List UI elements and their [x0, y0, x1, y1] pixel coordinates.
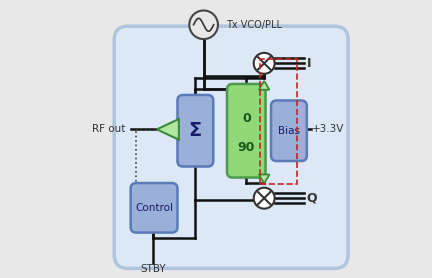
Text: STBY: STBY — [140, 264, 165, 274]
Text: RF out: RF out — [92, 124, 126, 134]
Text: Tx VCO/PLL: Tx VCO/PLL — [226, 20, 282, 30]
FancyBboxPatch shape — [227, 84, 266, 178]
Circle shape — [189, 11, 218, 39]
Text: Σ: Σ — [189, 121, 202, 140]
Polygon shape — [259, 175, 270, 183]
FancyBboxPatch shape — [131, 183, 178, 233]
FancyBboxPatch shape — [271, 100, 307, 161]
Circle shape — [254, 53, 275, 74]
Text: 0: 0 — [242, 112, 251, 125]
Text: 90: 90 — [238, 141, 255, 154]
Text: Q: Q — [307, 192, 318, 205]
Polygon shape — [157, 119, 179, 140]
Circle shape — [254, 188, 275, 208]
Text: Bias: Bias — [278, 126, 300, 136]
Text: +3.3V: +3.3V — [312, 124, 344, 134]
Polygon shape — [259, 81, 270, 90]
FancyBboxPatch shape — [178, 95, 213, 167]
Text: I: I — [307, 57, 311, 70]
FancyBboxPatch shape — [114, 26, 348, 268]
Text: Control: Control — [135, 203, 173, 213]
